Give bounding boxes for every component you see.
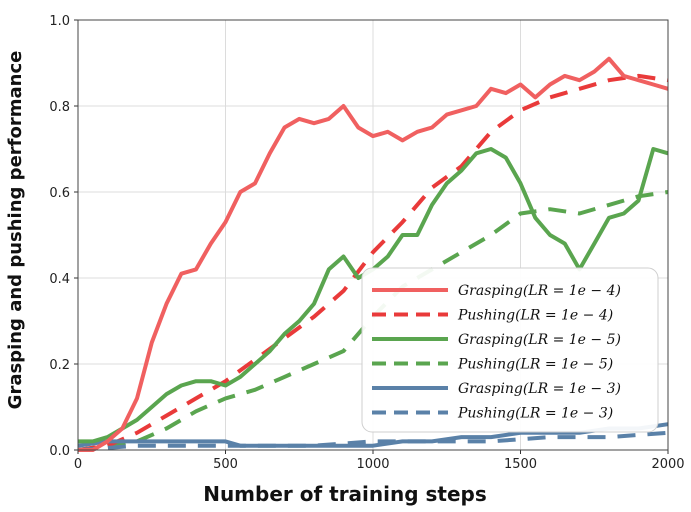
legend-entry: Grasping(LR = 1e − 3) [458, 381, 621, 397]
x-tick-label: 2000 [651, 457, 684, 472]
series-line-4 [77, 422, 669, 448]
y-tick-label: 0.8 [49, 100, 70, 115]
series-lines [77, 56, 669, 452]
plot-frame [77, 19, 669, 451]
y-tick-label: 0.2 [49, 358, 70, 373]
series-line-1 [77, 73, 669, 452]
legend-box [361, 267, 659, 433]
series-line-5 [77, 430, 669, 452]
y-tick-label: 0.4 [49, 272, 70, 287]
y-tick-label: 0.0 [49, 444, 70, 459]
legend-entry: Pushing(LR = 1e − 5) [457, 357, 613, 373]
legend-entry: Pushing(LR = 1e − 3) [457, 406, 613, 422]
series-line-0 [78, 56, 669, 452]
x-axis-label: Number of training steps [203, 482, 487, 506]
y-axis-label: Grasping and pushing performance [5, 51, 26, 410]
y-tick-label: 0.6 [49, 186, 70, 201]
legend-entry: Pushing(LR = 1e − 4) [457, 308, 613, 324]
legend: Grasping(LR = 1e − 4) Pushing(LR = 1e − 4… [361, 267, 659, 433]
axes: 0 500 1000 1500 2000 0.0 0.2 0.4 0.6 0.8 1.0 [49, 14, 684, 472]
legend-entry: Grasping(LR = 1e − 4) [458, 283, 621, 299]
x-tick-label: 500 [213, 457, 238, 472]
x-tick-label: 1500 [504, 457, 537, 472]
x-tick-label: 0 [74, 457, 82, 472]
y-tick-label: 1.0 [49, 14, 70, 29]
x-tick-label: 1000 [356, 457, 389, 472]
legend-entry: Grasping(LR = 1e − 5) [458, 332, 621, 348]
